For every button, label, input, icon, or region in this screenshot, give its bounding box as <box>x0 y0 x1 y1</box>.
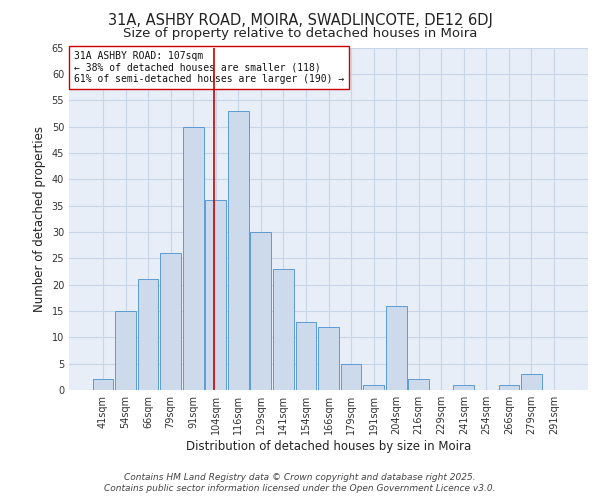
Bar <box>205 200 226 390</box>
Text: Size of property relative to detached houses in Moira: Size of property relative to detached ho… <box>123 28 477 40</box>
Bar <box>296 322 316 390</box>
Bar <box>92 380 113 390</box>
Bar <box>454 384 474 390</box>
Bar <box>137 280 158 390</box>
Bar <box>409 380 429 390</box>
Bar <box>499 384 520 390</box>
Bar <box>183 126 203 390</box>
Bar <box>386 306 407 390</box>
Bar <box>115 311 136 390</box>
Bar <box>521 374 542 390</box>
Bar <box>250 232 271 390</box>
Text: Contains HM Land Registry data © Crown copyright and database right 2025.: Contains HM Land Registry data © Crown c… <box>124 472 476 482</box>
Text: 31A, ASHBY ROAD, MOIRA, SWADLINCOTE, DE12 6DJ: 31A, ASHBY ROAD, MOIRA, SWADLINCOTE, DE1… <box>107 12 493 28</box>
Text: Contains public sector information licensed under the Open Government Licence v3: Contains public sector information licen… <box>104 484 496 493</box>
X-axis label: Distribution of detached houses by size in Moira: Distribution of detached houses by size … <box>186 440 471 453</box>
Bar <box>363 384 384 390</box>
Bar <box>228 110 248 390</box>
Text: 31A ASHBY ROAD: 107sqm
← 38% of detached houses are smaller (118)
61% of semi-de: 31A ASHBY ROAD: 107sqm ← 38% of detached… <box>74 51 344 84</box>
Bar <box>318 327 339 390</box>
Y-axis label: Number of detached properties: Number of detached properties <box>33 126 46 312</box>
Bar <box>160 253 181 390</box>
Bar <box>273 269 294 390</box>
Bar <box>341 364 361 390</box>
